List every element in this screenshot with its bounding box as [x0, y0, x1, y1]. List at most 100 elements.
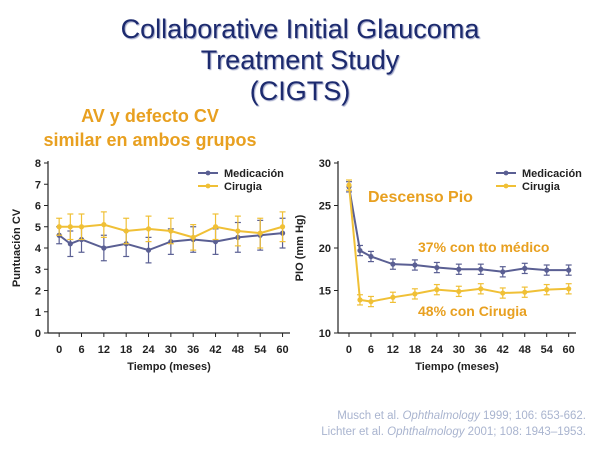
cv-x-axis-label: Tiempo (meses): [127, 361, 211, 373]
pio-data-point: [478, 266, 484, 272]
cv-x-tick-label: 18: [120, 344, 132, 356]
cv-data-point: [168, 228, 174, 234]
pio-x-tick-label: 6: [368, 344, 374, 356]
pio-data-point: [500, 290, 506, 296]
cv-data-point: [235, 228, 241, 234]
cv-y-tick-label: 8: [35, 158, 41, 170]
ref-2-prefix: Lichter et al.: [321, 426, 388, 438]
pio-x-tick-label: 12: [387, 344, 399, 356]
title-line-1: Collaborative Initial Glaucoma: [120, 14, 480, 44]
pio-y-tick-label: 25: [319, 201, 331, 213]
cv-data-point: [78, 224, 85, 230]
cv-y-tick-label: 1: [35, 307, 41, 319]
reference-2: Lichter et al. Ophthalmology 2001; 108: …: [321, 426, 586, 438]
cv-data-point: [67, 241, 73, 247]
pio-data-point: [434, 264, 440, 271]
cv-x-tick-label: 54: [254, 344, 267, 356]
subtitle-line-1: AV y defecto CV: [81, 106, 219, 126]
pio-data-point: [368, 253, 374, 260]
cv-y-tick-label: 5: [35, 222, 41, 234]
cv-x-tick-label: 30: [165, 344, 177, 356]
ref-1-journal: Ophthalmology: [402, 410, 480, 422]
cv-data-point: [190, 234, 196, 240]
pio-data-point: [478, 286, 484, 292]
pio-x-tick-label: 54: [541, 344, 554, 356]
cv-y-axis-label: Puntuación CV: [11, 208, 23, 287]
title-line-2: Treatment Study: [200, 45, 400, 75]
cv-data-point: [101, 222, 107, 228]
cv-x-tick-label: 42: [209, 344, 221, 356]
cv-data-point: [257, 230, 263, 236]
reference-1: Musch et al. Ophthalmology 1999; 106: 65…: [337, 410, 586, 422]
pio-data-point: [522, 289, 528, 295]
cv-y-tick-label: 7: [35, 179, 41, 191]
pio-x-tick-label: 30: [453, 344, 465, 356]
pio-data-point: [390, 261, 396, 267]
title-line-3: (CIGTS): [249, 76, 351, 106]
pio-data-point: [522, 265, 528, 271]
pio-data-point: [357, 247, 363, 254]
subtitle-line-2: similar en ambos grupos: [43, 130, 257, 150]
cv-x-tick-label: 48: [232, 344, 244, 356]
pio-y-tick-label: 30: [319, 158, 331, 170]
pio-data-point: [346, 182, 352, 188]
pio-x-axis-label: Tiempo (meses): [415, 361, 499, 373]
pio-legend-marker: [503, 183, 509, 189]
pio-y-axis-label: PIO (mm Hg): [294, 214, 306, 281]
pio-data-point: [544, 287, 550, 293]
ref-2-journal: Ophthalmology: [387, 426, 465, 438]
annotation-descenso-pio: Descenso Pio: [368, 189, 473, 206]
cv-y-tick-label: 6: [35, 201, 41, 213]
pio-data-point: [390, 294, 396, 300]
pio-y-tick-label: 10: [319, 328, 331, 340]
cv-x-tick-label: 12: [98, 344, 110, 356]
cv-y-tick-label: 3: [35, 264, 41, 276]
cv-data-point: [145, 226, 152, 232]
pio-data-point: [500, 269, 506, 275]
cv-legend-marker: [205, 170, 211, 176]
ref-1-prefix: Musch et al.: [337, 410, 403, 422]
ref-1-suffix: 1999; 106: 653-662.: [479, 410, 586, 422]
annotation-37-medico: 37% con tto médico: [418, 239, 549, 255]
pio-data-point: [434, 287, 440, 293]
cv-y-tick-label: 2: [35, 286, 41, 298]
pio-data-point: [412, 291, 418, 297]
ref-2-suffix: 2001; 108: 1943–1953.: [464, 426, 586, 438]
cv-x-tick-label: 36: [187, 344, 199, 356]
cv-x-tick-label: 60: [276, 344, 288, 356]
cv-data-point: [123, 228, 129, 234]
pio-x-tick-label: 48: [519, 344, 531, 356]
cv-data-point: [212, 239, 219, 245]
cv-y-tick-label: 0: [35, 328, 41, 340]
pio-x-tick-label: 0: [346, 344, 352, 356]
cv-x-tick-label: 0: [56, 344, 62, 356]
pio-legend-label: Medicación: [522, 168, 582, 180]
cv-x-tick-label: 6: [78, 344, 84, 356]
pio-y-tick-label: 15: [319, 286, 331, 298]
cv-y-tick-label: 4: [35, 243, 42, 255]
pio-legend-label: Cirugia: [522, 181, 561, 193]
pio-data-point: [357, 297, 363, 303]
cv-data-point: [145, 247, 152, 253]
pio-x-tick-label: 42: [497, 344, 509, 356]
pio-data-point: [566, 267, 572, 273]
pio-x-tick-label: 24: [431, 344, 444, 356]
pio-y-tick-label: 20: [319, 243, 331, 255]
pio-data-point: [544, 267, 550, 273]
pio-data-point: [456, 266, 462, 272]
cv-data-point: [101, 245, 107, 251]
pio-data-point: [412, 262, 418, 268]
pio-x-tick-label: 60: [563, 344, 575, 356]
pio-x-tick-label: 18: [409, 344, 421, 356]
pio-data-point: [368, 298, 374, 305]
cv-legend-label: Cirugia: [224, 181, 263, 193]
annotation-48-cirugia: 48% con Cirugia: [418, 303, 527, 319]
pio-data-point: [456, 288, 462, 294]
cv-data-point: [279, 224, 286, 230]
cv-x-tick-label: 24: [142, 344, 155, 356]
pio-x-tick-label: 36: [475, 344, 487, 356]
cv-data-point: [67, 224, 73, 230]
cv-data-point: [212, 224, 219, 230]
